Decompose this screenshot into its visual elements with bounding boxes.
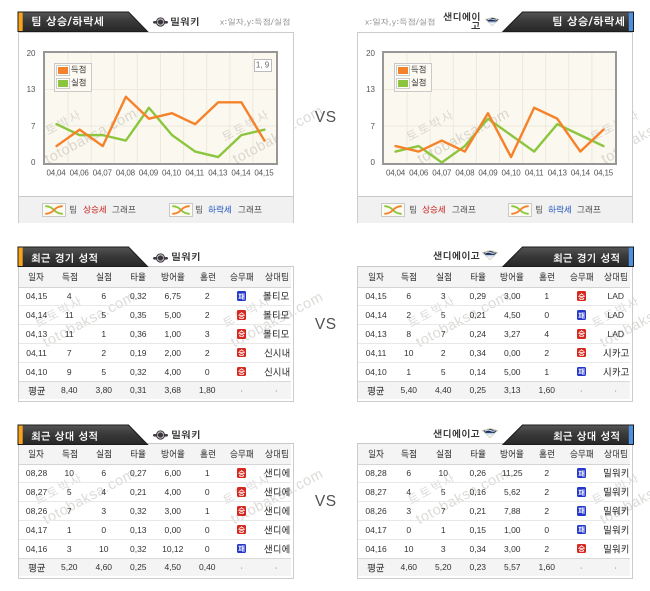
svg-text:totobaksa.com: totobaksa.com [415, 106, 513, 165]
svg-text:totobaksa.com: totobaksa.com [230, 106, 278, 165]
svg-text:totobaksa.com: totobaksa.com [599, 106, 617, 165]
